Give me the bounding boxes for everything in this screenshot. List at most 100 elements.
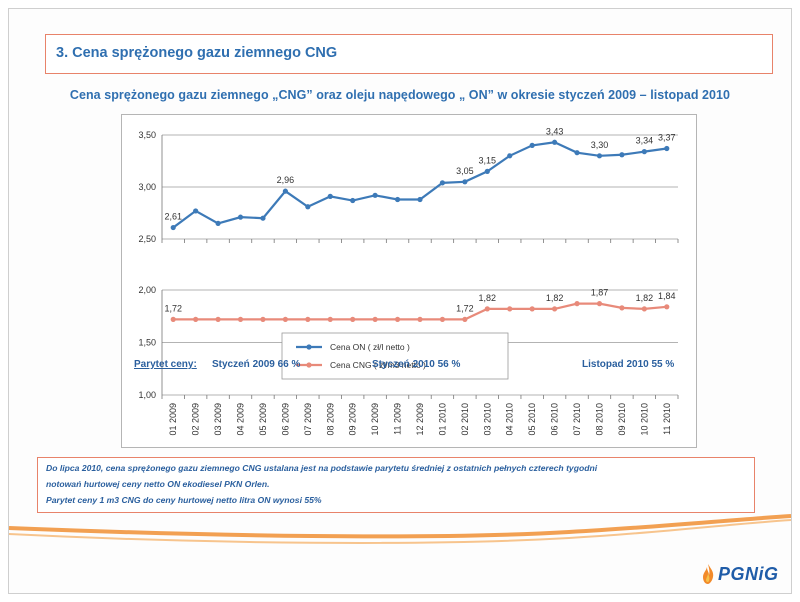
- on-chart-data-point: [237, 214, 244, 220]
- on-chart-data-point: [260, 215, 266, 221]
- cng-chart-x-tick-label: 02 2010: [460, 403, 470, 436]
- cng-chart-x-tick-label: 09 2010: [617, 403, 627, 436]
- cng-chart-data-point: [574, 301, 580, 307]
- swoosh-stroke: [9, 514, 791, 539]
- on-chart-data-label: 3,15: [479, 155, 497, 165]
- cng-chart-x-tick-label: 07 2010: [572, 403, 582, 436]
- cng-chart-data-point: [394, 316, 401, 322]
- on-chart-data-point: [372, 192, 378, 198]
- on-chart-data-label: 3,30: [591, 140, 609, 150]
- cng-chart-y-tick-label: 2,00: [138, 285, 156, 295]
- cng-chart-x-tick-label: 11 2010: [662, 403, 672, 435]
- cng-chart-x-tick-label: 10 2010: [639, 403, 649, 436]
- on-chart-data-point: [439, 180, 446, 186]
- cng-chart-data-point: [215, 316, 221, 322]
- on-chart-data-point: [327, 193, 333, 199]
- cng-chart-data-point: [260, 316, 266, 322]
- cng-chart-x-tick-label: 04 2010: [505, 403, 515, 436]
- pgnig-logo: PGNiG: [701, 563, 779, 585]
- cng-chart-y-tick-label: 1,00: [138, 390, 156, 400]
- chart-svg: 2,50 3,00 3,50 2,61 2,96 3,05 3,15 3,43 3,30 3,34…: [138, 126, 679, 436]
- cng-chart-data-point: [552, 306, 558, 312]
- cng-chart-data-point: [237, 316, 244, 322]
- parity-nov-2010: Listopad 2010 55 %: [582, 359, 675, 370]
- note-box: Do lipca 2010, cena sprężonego gazu ziem…: [37, 457, 755, 513]
- cng-chart-data-point: [596, 301, 603, 307]
- cng-chart-x-tick-label: 05 2009: [258, 403, 268, 436]
- on-chart-data-point: [641, 149, 647, 155]
- legend-box: [281, 332, 509, 380]
- cng-chart-data-point: [641, 306, 647, 312]
- on-chart-data-label: 3,43: [546, 126, 564, 136]
- cng-chart-x-tick-label: 11 2009: [393, 403, 403, 435]
- cng-chart-data-label: 1,82: [546, 293, 564, 303]
- cng-chart-x-tick-label: 08 2010: [594, 403, 604, 436]
- on-chart-data-point: [170, 224, 176, 231]
- slide: 3. Cena sprężonego gazu ziemnego CNG Cen…: [8, 8, 792, 594]
- on-chart-data-label: 3,05: [456, 166, 474, 176]
- cng-chart-x-tick-label: 09 2009: [348, 403, 358, 436]
- cng-chart-x-tick-label: 12 2009: [415, 403, 425, 436]
- on-chart-data-point: [574, 150, 580, 156]
- cng-chart-data-point: [305, 316, 311, 322]
- title-box: 3. Cena sprężonego gazu ziemnego CNG: [45, 34, 773, 74]
- on-chart-y-tick-label: 3,00: [138, 182, 156, 192]
- on-chart-data-label: 2,96: [277, 175, 295, 185]
- cng-chart-x-tick-label: 01 2010: [437, 403, 447, 436]
- on-chart-data-point: [417, 196, 423, 203]
- on-chart-y-tick-label: 2,50: [138, 234, 156, 244]
- on-chart-data-point: [552, 139, 558, 145]
- legend-entry-label: Cena CNG ( zł/m3 netto ): [330, 360, 426, 370]
- on-chart-data-point: [215, 220, 221, 226]
- parity-jan-2010: Styczeń 2010 56 %: [372, 359, 461, 370]
- cng-chart-data-point: [372, 316, 378, 322]
- note-line-1: Do lipca 2010, cena sprężonego gazu ziem…: [46, 463, 598, 473]
- on-chart-data-point: [664, 145, 670, 152]
- on-chart-data-point: [596, 153, 603, 159]
- on-chart-data-point: [305, 204, 311, 210]
- cng-chart-data-label: 1,82: [636, 293, 654, 303]
- note-line-2: notowań hurtowej ceny netto ON ekodiesel…: [46, 479, 270, 489]
- on-chart-data-point: [619, 152, 625, 158]
- on-chart-data-label: 3,37: [658, 133, 676, 143]
- parity-label: Parytet ceny:: [134, 359, 197, 370]
- swoosh-stroke-light: [9, 519, 791, 544]
- legend-swatch-marker: [306, 344, 312, 350]
- slide-title: 3. Cena sprężonego gazu ziemnego CNG: [56, 45, 338, 61]
- cng-chart-x-tick-label: 06 2010: [550, 403, 560, 436]
- cng-chart-data-point: [417, 316, 423, 322]
- note-line-3: Parytet ceny 1 m3 CNG do ceny hurtowej n…: [46, 495, 322, 505]
- on-chart-data-point: [394, 196, 401, 203]
- logo-text: PGNiG: [718, 563, 779, 584]
- cng-chart-x-tick-label: 07 2009: [303, 403, 313, 436]
- cng-chart-data-point: [619, 305, 625, 311]
- cng-chart-x-tick-label: 03 2009: [213, 403, 223, 436]
- cng-chart-data-label: 1,87: [591, 288, 609, 298]
- cng-chart-x-tick-label: 06 2009: [280, 403, 290, 436]
- cng-chart-y-tick-label: 1,50: [138, 338, 156, 348]
- cng-chart-data-point: [529, 306, 535, 312]
- on-chart-y-tick-label: 3,50: [138, 130, 156, 140]
- legend-swatch-marker: [306, 362, 312, 368]
- cng-chart-data-point: [170, 316, 176, 322]
- flame-icon: [703, 564, 714, 584]
- cng-chart-data-label: 1,72: [164, 303, 182, 313]
- chart-frame: 2,50 3,00 3,50 2,61 2,96 3,05 3,15 3,43 3,30 3,34…: [121, 114, 697, 448]
- cng-chart-x-tick-label: 03 2010: [482, 403, 492, 436]
- on-chart-data-point: [462, 179, 468, 185]
- legend-entry-label: Cena ON ( zł/l netto ): [330, 342, 410, 352]
- on-chart-data-point: [507, 153, 513, 159]
- cng-chart-data-point: [462, 316, 468, 322]
- on-chart-data-point: [193, 208, 199, 214]
- on-chart-data-point: [282, 188, 288, 194]
- cng-chart-data-point: [193, 316, 199, 322]
- cng-chart-data-label: 1,72: [456, 303, 474, 313]
- cng-chart-data-label: 1,84: [658, 291, 676, 301]
- cng-chart-data-point: [439, 316, 446, 322]
- cng-chart-x-tick-label: 01 2009: [168, 403, 178, 436]
- on-chart-data-label: 2,61: [164, 212, 182, 222]
- chart-subtitle: Cena sprężonego gazu ziemnego „CNG” oraz…: [69, 88, 731, 102]
- on-chart-data-point: [484, 168, 490, 174]
- cng-chart-data-point: [327, 316, 333, 322]
- parity-jan-2009: Styczeń 2009 66 %: [212, 359, 301, 370]
